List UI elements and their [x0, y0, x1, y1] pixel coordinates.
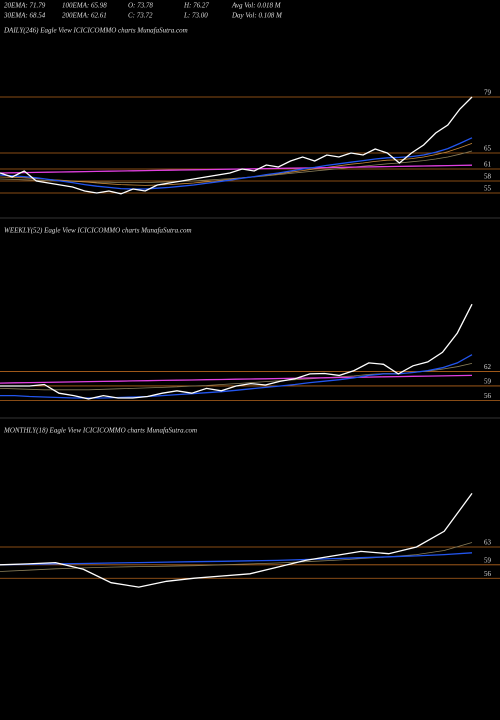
header-stat: Day Vol: 0.108 M: [231, 12, 283, 20]
y-tick-label: 65: [484, 145, 492, 153]
y-tick-label: 61: [484, 161, 492, 169]
header-stat: 200EMA: 62.61: [62, 12, 107, 20]
y-tick-label: 62: [484, 363, 492, 371]
series-line: [0, 354, 473, 399]
y-tick-label: 79: [484, 89, 492, 97]
panel-title: MONTHLY(18) Eagle View ICICICOMMO charts…: [3, 427, 197, 435]
y-tick-label: 59: [484, 378, 492, 386]
series-line: [0, 303, 473, 400]
header-stat: C: 73.72: [128, 12, 153, 20]
y-tick-label: 55: [484, 185, 492, 193]
y-tick-label: 59: [484, 556, 492, 564]
series-line: [0, 493, 473, 588]
y-tick-label: 63: [484, 539, 492, 547]
header-stat: Avg Vol: 0.018 M: [231, 2, 282, 10]
panel-title: DAILY(246) Eagle View ICICICOMMO charts …: [3, 27, 188, 35]
series-line: [0, 552, 473, 566]
header-stat: 20EMA: 71.79: [4, 2, 46, 10]
series-line: [0, 374, 473, 384]
header-stat: 30EMA: 68.54: [3, 12, 46, 20]
header-stat: 100EMA: 65.98: [62, 2, 107, 10]
series-line: [0, 164, 473, 174]
header-stat: H: 76.27: [183, 2, 209, 10]
y-tick-label: 58: [484, 173, 492, 181]
y-tick-label: 56: [484, 570, 492, 578]
header-stat: O: 73.78: [128, 2, 153, 10]
header-stat: L: 73.00: [183, 12, 208, 20]
y-tick-label: 56: [484, 392, 492, 400]
panel-title: WEEKLY(52) Eagle View ICICICOMMO charts …: [4, 227, 192, 235]
series-line: [0, 96, 473, 195]
